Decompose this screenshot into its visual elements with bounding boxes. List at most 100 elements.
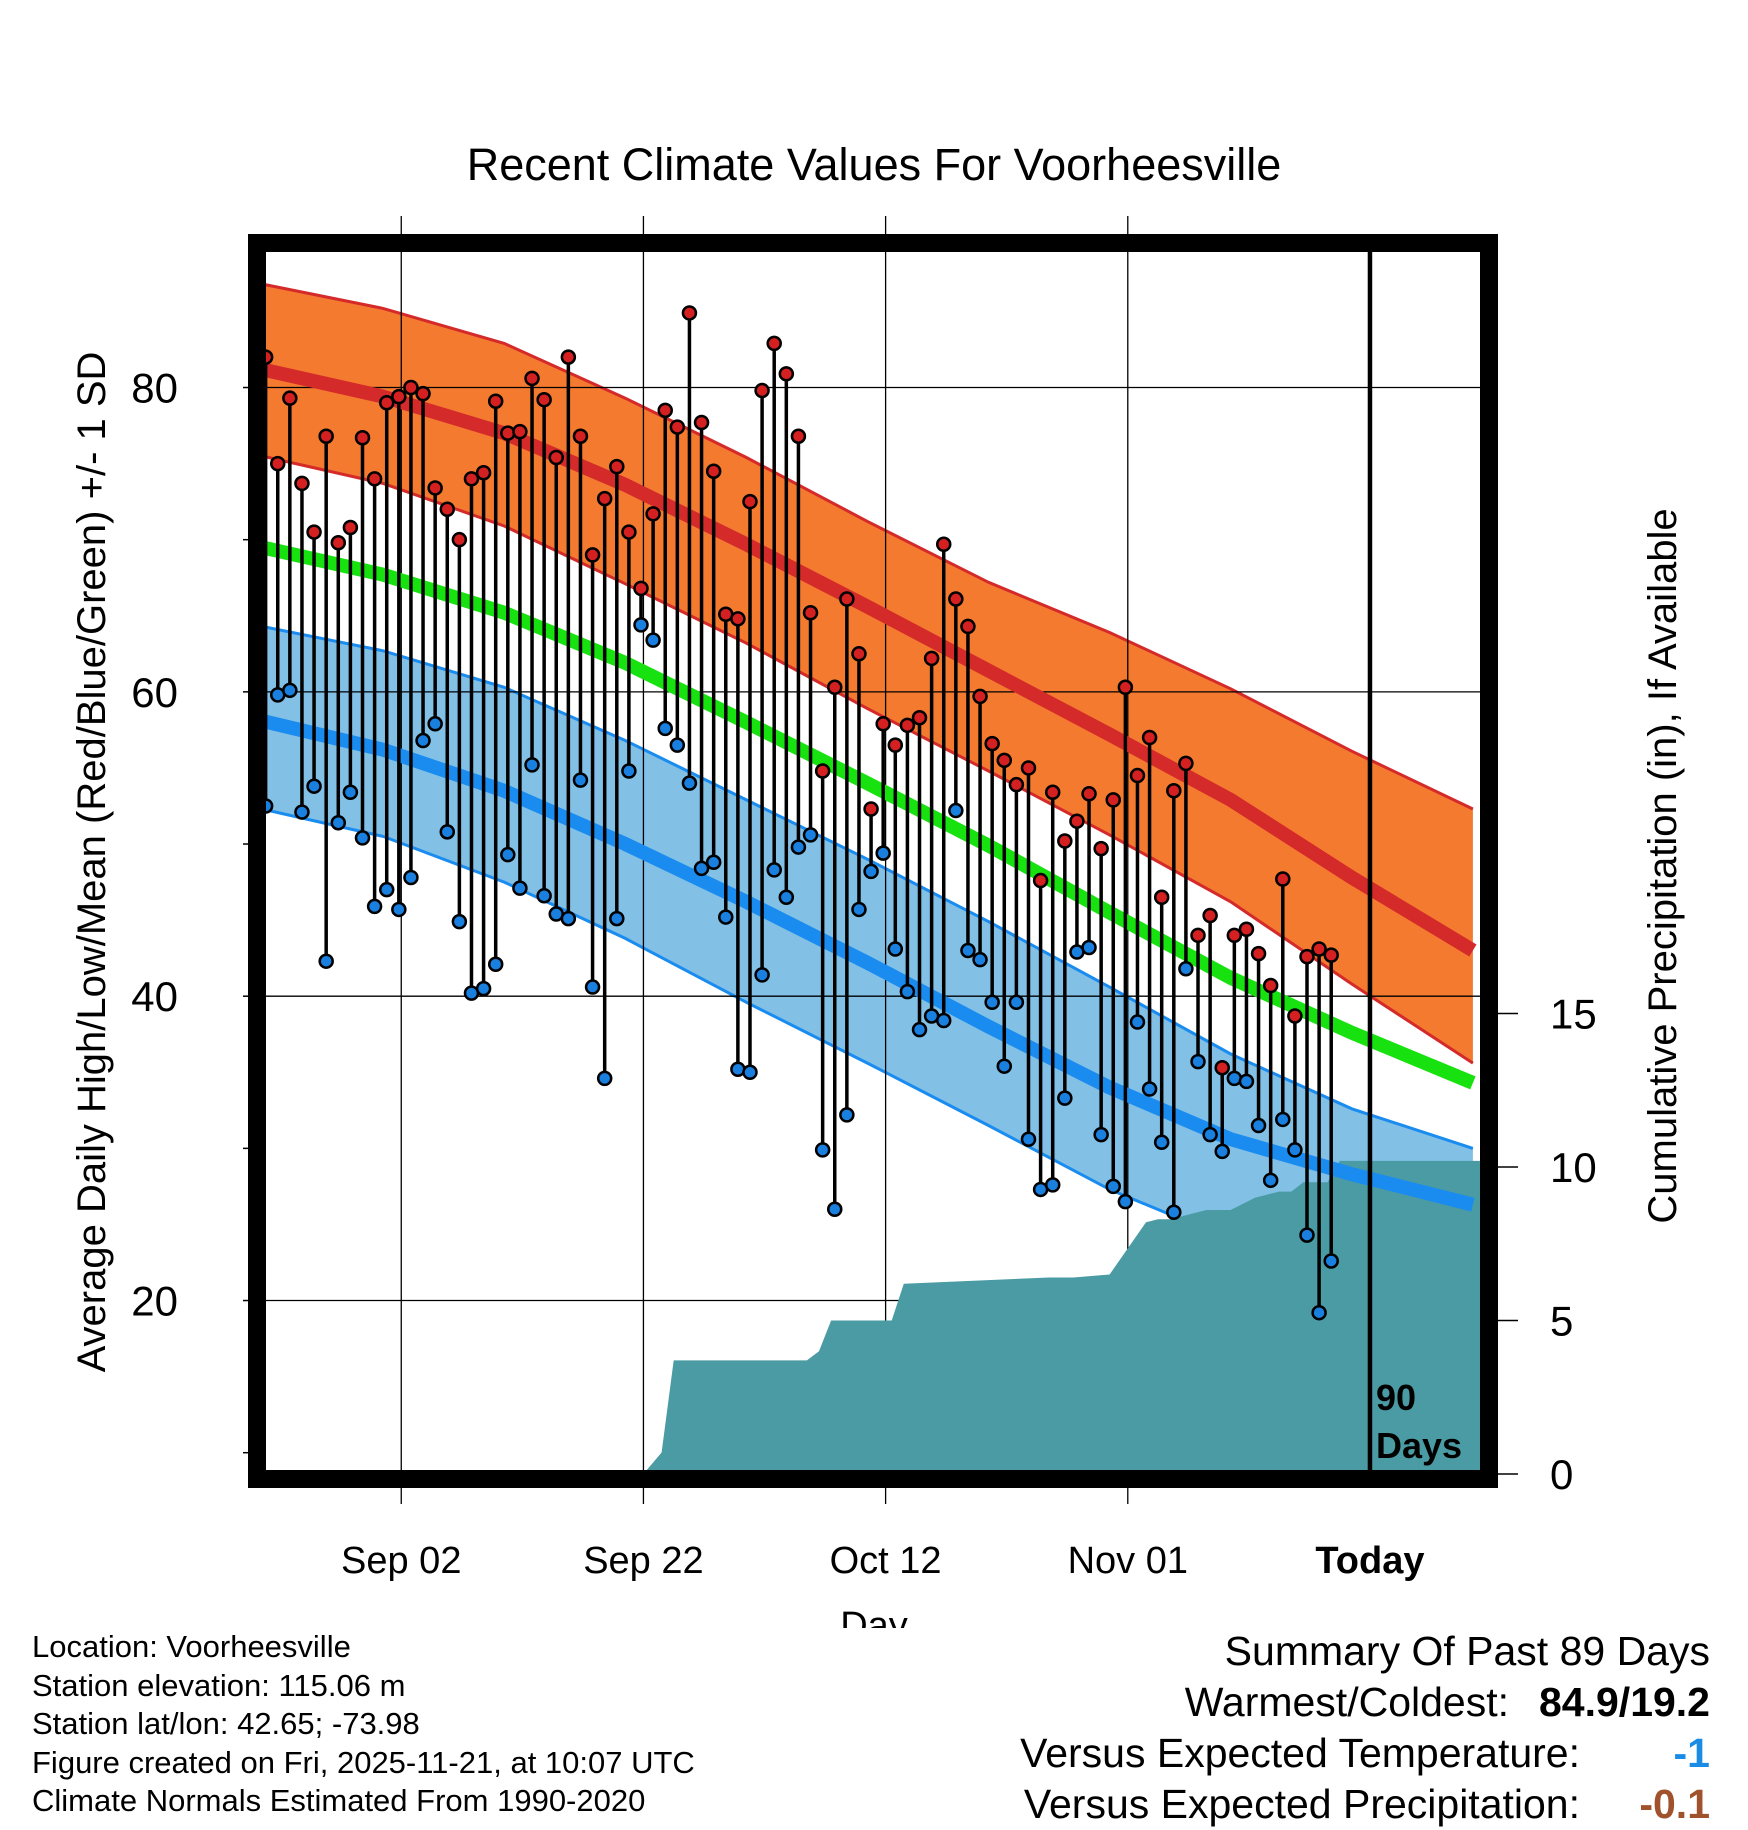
low-point-82	[1250, 1117, 1267, 1134]
station-info: Location: Voorheesville Station elevatio…	[32, 1628, 695, 1821]
high-point-71	[1117, 679, 1134, 696]
low-point-63	[1020, 1131, 1037, 1147]
low-point-52	[887, 941, 904, 957]
high-point-79	[1214, 1059, 1230, 1076]
low-point-44	[790, 839, 807, 855]
high-point-9	[366, 471, 383, 487]
high-point-63	[1020, 760, 1037, 776]
high-point-36	[693, 414, 710, 431]
high-point-27	[584, 547, 601, 563]
low-point-88	[1323, 1253, 1339, 1269]
created-text: Figure created on Fri, 2025-11-21, at 10…	[32, 1744, 695, 1780]
high-point-77	[1190, 927, 1206, 944]
high-point-17	[463, 471, 480, 487]
low-point-65	[1044, 1177, 1061, 1193]
low-point-69	[1093, 1126, 1109, 1143]
y2tick-label-15: 15	[1550, 991, 1597, 1038]
low-point-2	[282, 682, 298, 699]
high-lower-edge	[261, 454, 1474, 1065]
high-point-2	[282, 390, 298, 406]
low-point-53	[899, 983, 916, 1000]
low-point-51	[875, 845, 891, 861]
high-point-1	[269, 455, 286, 472]
high-point-66	[1057, 833, 1073, 849]
low-point-26	[572, 772, 589, 788]
low-point-4	[306, 778, 322, 794]
low-point-45	[802, 827, 819, 843]
low-point-15	[439, 824, 456, 840]
y2tick-label-5: 5	[1550, 1298, 1573, 1345]
low-point-18	[475, 980, 492, 997]
y-axis-label: Average Daily High/Low/Mean (Red/Blue/Gr…	[70, 352, 114, 1373]
low-point-14	[427, 716, 443, 732]
high-point-41	[754, 382, 770, 399]
low-point-58	[960, 942, 976, 959]
high-point-67	[1069, 813, 1085, 829]
high-point-35	[681, 305, 698, 321]
high-point-59	[972, 688, 988, 705]
low-point-11	[391, 901, 407, 918]
low-point-75	[1166, 1204, 1182, 1221]
high-point-12	[403, 379, 419, 396]
high-point-52	[887, 737, 904, 753]
high-point-28	[596, 490, 613, 507]
high-point-32	[645, 506, 661, 522]
low-point-40	[742, 1064, 758, 1081]
low-point-9	[366, 898, 383, 915]
low-point-71	[1117, 1193, 1134, 1210]
ytick-label-60: 60	[131, 669, 178, 716]
high-point-82	[1250, 945, 1267, 962]
temp-versus-value: -1	[1673, 1730, 1710, 1776]
low-point-16	[451, 913, 468, 930]
location-text: Location: Voorheesville	[32, 1629, 351, 1664]
low-point-47	[827, 1201, 843, 1217]
xtick-label-2: Oct 12	[830, 1540, 942, 1582]
low-point-36	[693, 860, 710, 877]
high-point-73	[1141, 729, 1158, 746]
high-point-64	[1032, 872, 1049, 889]
low-point-10	[378, 881, 395, 898]
low-point-66	[1057, 1090, 1073, 1106]
low-point-32	[645, 632, 661, 648]
high-point-60	[984, 735, 1000, 752]
low-point-19	[487, 956, 504, 972]
low-point-13	[415, 732, 431, 749]
high-point-24	[548, 449, 564, 466]
high-point-6	[330, 534, 347, 551]
high-point-76	[1178, 755, 1194, 772]
low-point-46	[814, 1142, 831, 1158]
low-point-77	[1190, 1053, 1206, 1070]
high-point-51	[875, 716, 891, 732]
high-point-87	[1311, 941, 1327, 957]
low-point-49	[851, 901, 867, 918]
high-upper-edge	[261, 282, 1474, 811]
low-point-34	[669, 737, 686, 753]
high-point-57	[948, 591, 964, 607]
xtick-label-1: Sep 22	[583, 1540, 703, 1582]
low-point-6	[330, 814, 347, 831]
low-point-33	[657, 720, 673, 737]
high-point-8	[354, 429, 371, 446]
low-point-59	[972, 951, 988, 968]
high-point-45	[802, 604, 819, 621]
high-point-83	[1262, 977, 1279, 994]
low-point-31	[633, 617, 649, 633]
low-point-30	[621, 763, 637, 779]
high-point-68	[1081, 786, 1097, 802]
high-point-16	[451, 531, 468, 548]
y2tick-label-0: 0	[1550, 1451, 1573, 1498]
low-point-22	[524, 757, 540, 773]
high-point-14	[427, 480, 443, 496]
low-point-54	[911, 1021, 928, 1038]
low-point-57	[948, 802, 964, 819]
ytick-label-20: 20	[131, 1278, 178, 1325]
low-point-8	[354, 830, 371, 846]
low-point-78	[1202, 1126, 1218, 1143]
low-point-87	[1311, 1304, 1327, 1321]
low-point-86	[1299, 1227, 1315, 1243]
plot-frame	[248, 234, 1498, 1488]
low-point-3	[294, 804, 310, 820]
low-point-5	[318, 953, 334, 969]
high-point-84	[1275, 871, 1291, 887]
high-point-48	[839, 591, 855, 607]
